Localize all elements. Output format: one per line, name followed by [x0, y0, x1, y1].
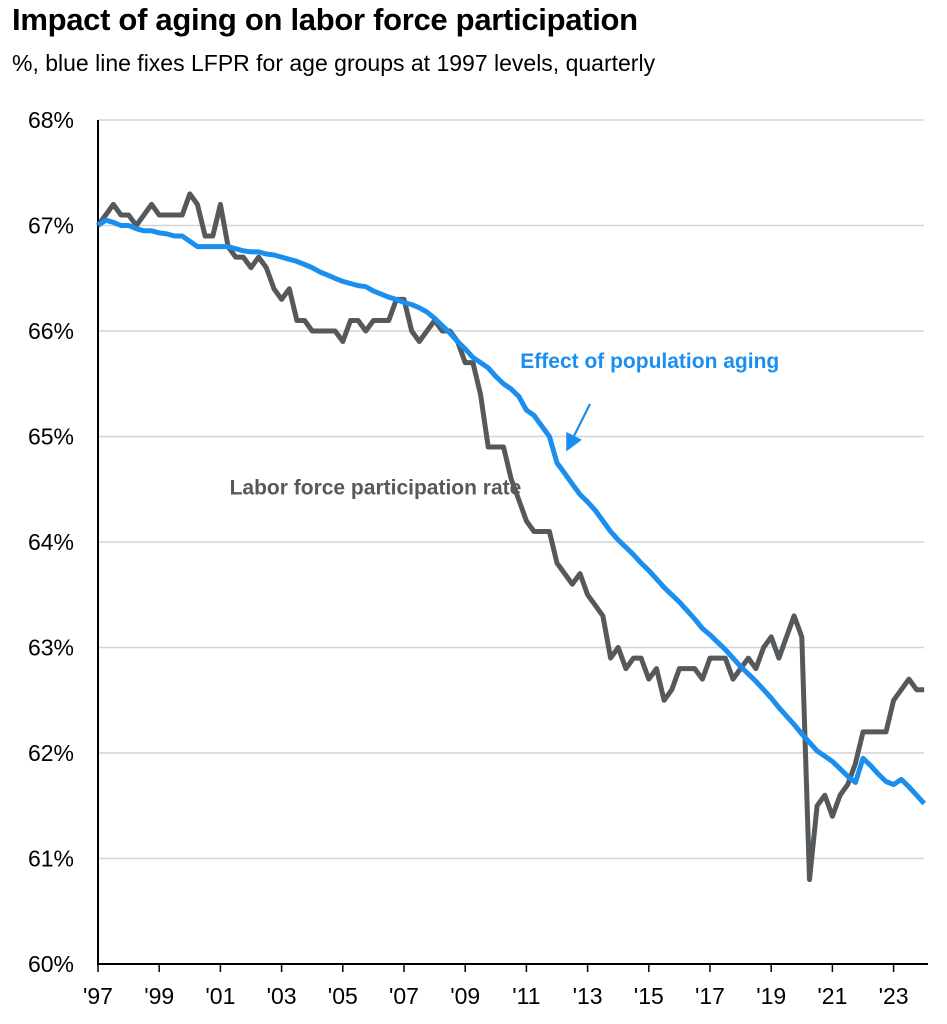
y-tick-label: 61%: [28, 846, 74, 872]
y-axis-ticks: 60% 61% 62% 63% 64% 65% 66% 67% 68%: [28, 107, 74, 977]
x-tick-label: '11: [512, 983, 540, 1009]
x-tick-label: '17: [695, 983, 725, 1009]
x-tick-label: '03: [267, 983, 297, 1009]
chart-subtitle: %, blue line fixes LFPR for age groups a…: [12, 50, 656, 76]
chart-title: Impact of aging on labor force participa…: [12, 2, 638, 37]
x-tick-label: '13: [573, 983, 603, 1009]
x-tick-label: '09: [450, 983, 480, 1009]
x-tick-label: '19: [756, 983, 786, 1009]
x-tick-label: '07: [389, 983, 419, 1009]
series-lines: [95, 191, 927, 883]
gridlines: [98, 119, 924, 860]
annotation-labor-force-participation-rate: Labor force participation rate: [230, 477, 522, 500]
series-line-effect-of-population-aging: [96, 217, 927, 806]
x-tick-label: '05: [328, 983, 358, 1009]
y-tick-label: 62%: [28, 740, 74, 766]
x-axis-ticks: '97 '99 '01 '03 '05 '07 '09 '11 '13 '15 '17 '19 '21 '…: [83, 964, 909, 1009]
annotation-effect-of-population-aging: Effect of population aging: [520, 350, 779, 373]
series-line-labor-force-participation-rate: [95, 191, 925, 883]
x-tick-label: '21: [817, 983, 847, 1009]
y-tick-label: 67%: [28, 213, 74, 239]
y-tick-label: 68%: [28, 107, 74, 133]
x-tick-label: '97: [83, 983, 113, 1009]
x-tick-label: '99: [144, 983, 174, 1009]
x-tick-label: '15: [634, 983, 664, 1009]
annotation-arrow: [566, 403, 591, 452]
y-tick-label: 60%: [28, 951, 74, 977]
y-tick-label: 63%: [28, 635, 74, 661]
x-tick-label: '23: [879, 983, 909, 1009]
y-tick-label: 65%: [28, 424, 74, 450]
axes: [97, 120, 928, 965]
annotations: Labor force participation rate Effect of …: [230, 350, 780, 500]
y-tick-label: 64%: [28, 529, 74, 555]
y-tick-label: 66%: [28, 318, 74, 344]
x-tick-label: '01: [205, 983, 235, 1009]
